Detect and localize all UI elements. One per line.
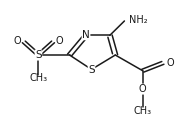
Text: O: O [139,84,147,94]
Text: CH₃: CH₃ [134,106,152,116]
Text: N: N [82,30,90,40]
Text: CH₃: CH₃ [29,73,48,83]
Text: O: O [56,36,63,46]
Text: S: S [88,65,95,75]
Text: O: O [166,58,174,68]
Text: NH₂: NH₂ [129,15,148,25]
Text: S: S [35,50,42,60]
Text: O: O [14,36,21,46]
